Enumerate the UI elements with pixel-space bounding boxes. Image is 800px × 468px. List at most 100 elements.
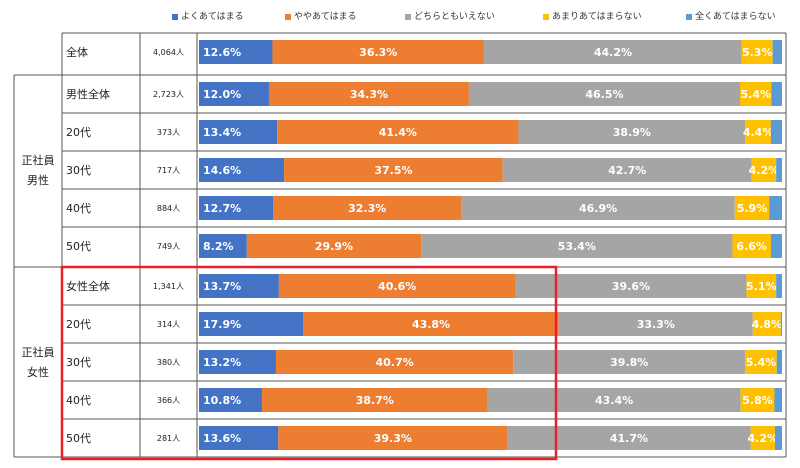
bar-segment bbox=[751, 158, 777, 182]
row-count-label: 1,341人 bbox=[153, 282, 184, 291]
row-count-label: 373人 bbox=[157, 128, 180, 137]
bar-data-label: 12.7% bbox=[203, 202, 241, 215]
legend-label: どちらともいえない bbox=[414, 12, 495, 22]
bar-data-label: 6.6% bbox=[736, 240, 767, 253]
bar-data-label: 32.3% bbox=[348, 202, 386, 215]
bar-data-label: 4.8% bbox=[752, 318, 783, 331]
bar-segment bbox=[740, 388, 775, 412]
bar-segment bbox=[284, 158, 503, 182]
bar-data-label: 38.9% bbox=[613, 126, 651, 139]
bar-segment bbox=[199, 120, 278, 144]
bar-data-label: 38.7% bbox=[356, 394, 394, 407]
bar-data-label: 43.4% bbox=[595, 394, 633, 407]
bar-segment bbox=[772, 40, 782, 64]
row-count-label: 884人 bbox=[157, 204, 180, 213]
bar-segment bbox=[487, 388, 741, 412]
legend-item-somewhat-true: ややあてはまる bbox=[285, 12, 357, 22]
bar-data-label: 5.4% bbox=[741, 88, 772, 101]
row-category-label: 全体 bbox=[66, 45, 88, 59]
bar-segment bbox=[745, 350, 777, 374]
legend-swatch bbox=[285, 14, 291, 20]
bar-segment bbox=[740, 82, 772, 106]
row-category-label: 40代 bbox=[66, 202, 91, 215]
bar-segment bbox=[199, 158, 285, 182]
bar-data-label: 39.3% bbox=[374, 432, 412, 445]
row-count-label: 380人 bbox=[157, 358, 180, 367]
legend-swatch bbox=[543, 14, 549, 20]
bar-data-label: 39.6% bbox=[612, 280, 650, 293]
bar-segment bbox=[246, 234, 422, 258]
bar-data-label: 4.4% bbox=[743, 126, 774, 139]
bar-segment bbox=[746, 274, 777, 298]
group-label: 正社員 bbox=[22, 153, 55, 167]
bar-segment bbox=[774, 388, 782, 412]
bar-segment bbox=[515, 274, 747, 298]
row-count-label: 4,064人 bbox=[153, 48, 184, 57]
legend-swatch bbox=[405, 14, 411, 20]
bar-segment bbox=[780, 312, 782, 336]
bar-data-label: 4.2% bbox=[749, 164, 780, 177]
bar-data-label: 40.7% bbox=[376, 356, 414, 369]
row-count-label: 281人 bbox=[157, 434, 180, 443]
bar-segment bbox=[199, 312, 304, 336]
bar-data-label: 29.9% bbox=[315, 240, 353, 253]
bar-segment bbox=[199, 196, 274, 220]
bar-segment bbox=[518, 120, 746, 144]
bar-data-label: 12.0% bbox=[203, 88, 241, 101]
row-category-label: 女性全体 bbox=[66, 279, 110, 293]
legend-item-neutral: どちらともいえない bbox=[405, 12, 495, 22]
bar-data-label: 10.8% bbox=[203, 394, 241, 407]
legend-item-not-true-at-all: 全くあてはまらない bbox=[686, 12, 776, 22]
row-count-label: 314人 bbox=[157, 320, 180, 329]
bar-segment bbox=[199, 234, 247, 258]
bar-segment bbox=[278, 274, 516, 298]
row-category-label: 50代 bbox=[66, 240, 91, 253]
row-count-label: 749人 bbox=[157, 242, 180, 251]
bar-data-label: 40.6% bbox=[378, 280, 416, 293]
bar-segment bbox=[275, 350, 514, 374]
group-label: 正社員 bbox=[22, 345, 55, 359]
row-category-label: 男性全体 bbox=[66, 87, 110, 101]
bar-segment bbox=[776, 350, 782, 374]
bar-data-label: 33.3% bbox=[637, 318, 675, 331]
legend-item-not-very-true: あまりあてはまらない bbox=[543, 12, 642, 22]
bar-segment bbox=[199, 82, 269, 106]
bar-segment bbox=[745, 120, 771, 144]
bar-segment bbox=[558, 312, 753, 336]
bar-segment bbox=[750, 426, 776, 450]
bar-data-label: 17.9% bbox=[203, 318, 241, 331]
bar-segment bbox=[741, 40, 773, 64]
bar-segment bbox=[461, 196, 735, 220]
bar-segment bbox=[199, 426, 279, 450]
bar-data-label: 42.7% bbox=[608, 164, 646, 177]
legend-swatch bbox=[172, 14, 178, 20]
bar-data-label: 5.3% bbox=[742, 46, 773, 59]
bar-data-label: 14.6% bbox=[203, 164, 241, 177]
bar-segment bbox=[199, 350, 276, 374]
bar-data-label: 8.2% bbox=[203, 240, 234, 253]
bar-segment bbox=[732, 234, 771, 258]
bar-segment bbox=[776, 274, 782, 298]
bar-segment bbox=[770, 234, 782, 258]
bar-segment bbox=[268, 82, 469, 106]
bar-data-label: 13.2% bbox=[203, 356, 241, 369]
row-category-label: 20代 bbox=[66, 126, 91, 139]
row-category-label: 30代 bbox=[66, 356, 91, 369]
legend-item-very-true: よくあてはまる bbox=[172, 12, 244, 22]
row-category-label: 50代 bbox=[66, 432, 91, 445]
bar-data-label: 46.9% bbox=[579, 202, 617, 215]
bar-segment bbox=[303, 312, 559, 336]
legend-swatch bbox=[686, 14, 692, 20]
bar-data-label: 41.7% bbox=[610, 432, 648, 445]
bar-data-label: 5.4% bbox=[746, 356, 777, 369]
group-label: 女性 bbox=[27, 365, 49, 379]
legend-label: あまりあてはまらない bbox=[552, 12, 642, 22]
bar-segment bbox=[771, 82, 782, 106]
chart-legend: よくあてはまる ややあてはまる どちらともいえない あまりあてはまらない 全くあ… bbox=[0, 0, 800, 28]
bar-segment bbox=[734, 196, 770, 220]
bar-segment bbox=[770, 120, 782, 144]
highlight-box bbox=[60, 265, 558, 461]
bar-segment bbox=[468, 82, 741, 106]
legend-label: ややあてはまる bbox=[294, 12, 357, 22]
